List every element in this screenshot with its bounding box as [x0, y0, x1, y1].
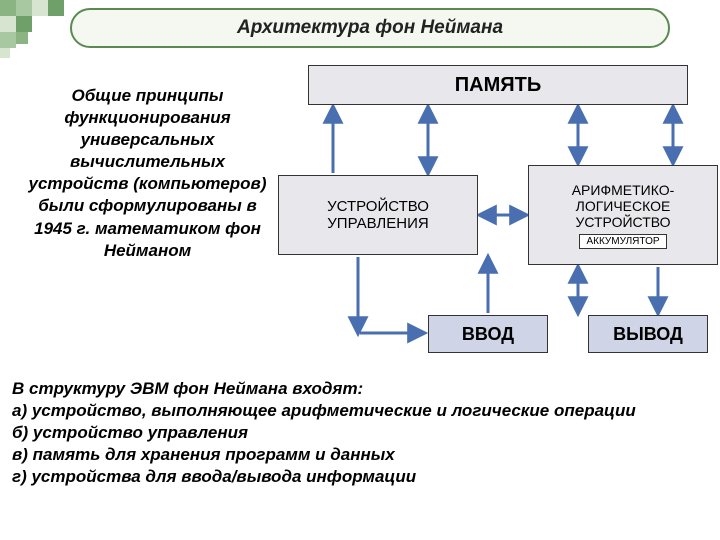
node-memory: ПАМЯТЬ — [308, 65, 688, 105]
intro-paragraph: Общие принципы функционирования универса… — [20, 85, 275, 262]
title-text: Архитектура фон Неймана — [237, 17, 503, 39]
node-control: УСТРОЙСТВО УПРАВЛЕНИЯ — [278, 175, 478, 255]
structure-item: б) устройство управления — [12, 422, 708, 444]
structure-heading: В структуру ЭВМ фон Неймана входят: — [12, 378, 708, 400]
structure-item: а) устройство, выполняющее арифметически… — [12, 400, 708, 422]
structure-item: в) память для хранения программ и данных — [12, 444, 708, 466]
node-output: ВЫВОД — [588, 315, 708, 353]
structure-list: В структуру ЭВМ фон Неймана входят: а) у… — [12, 378, 708, 488]
page-title: Архитектура фон Неймана — [70, 8, 670, 48]
structure-item: г) устройства для ввода/вывода информаци… — [12, 466, 708, 488]
node-input: ВВОД — [428, 315, 548, 353]
node-alu: АРИФМЕТИКО-ЛОГИЧЕСКОЕ УСТРОЙСТВОАККУМУЛЯ… — [528, 165, 718, 265]
von-neumann-diagram: ПАМЯТЬ УСТРОЙСТВО УПРАВЛЕНИЯ АРИФМЕТИКО-ЛО… — [278, 65, 718, 355]
